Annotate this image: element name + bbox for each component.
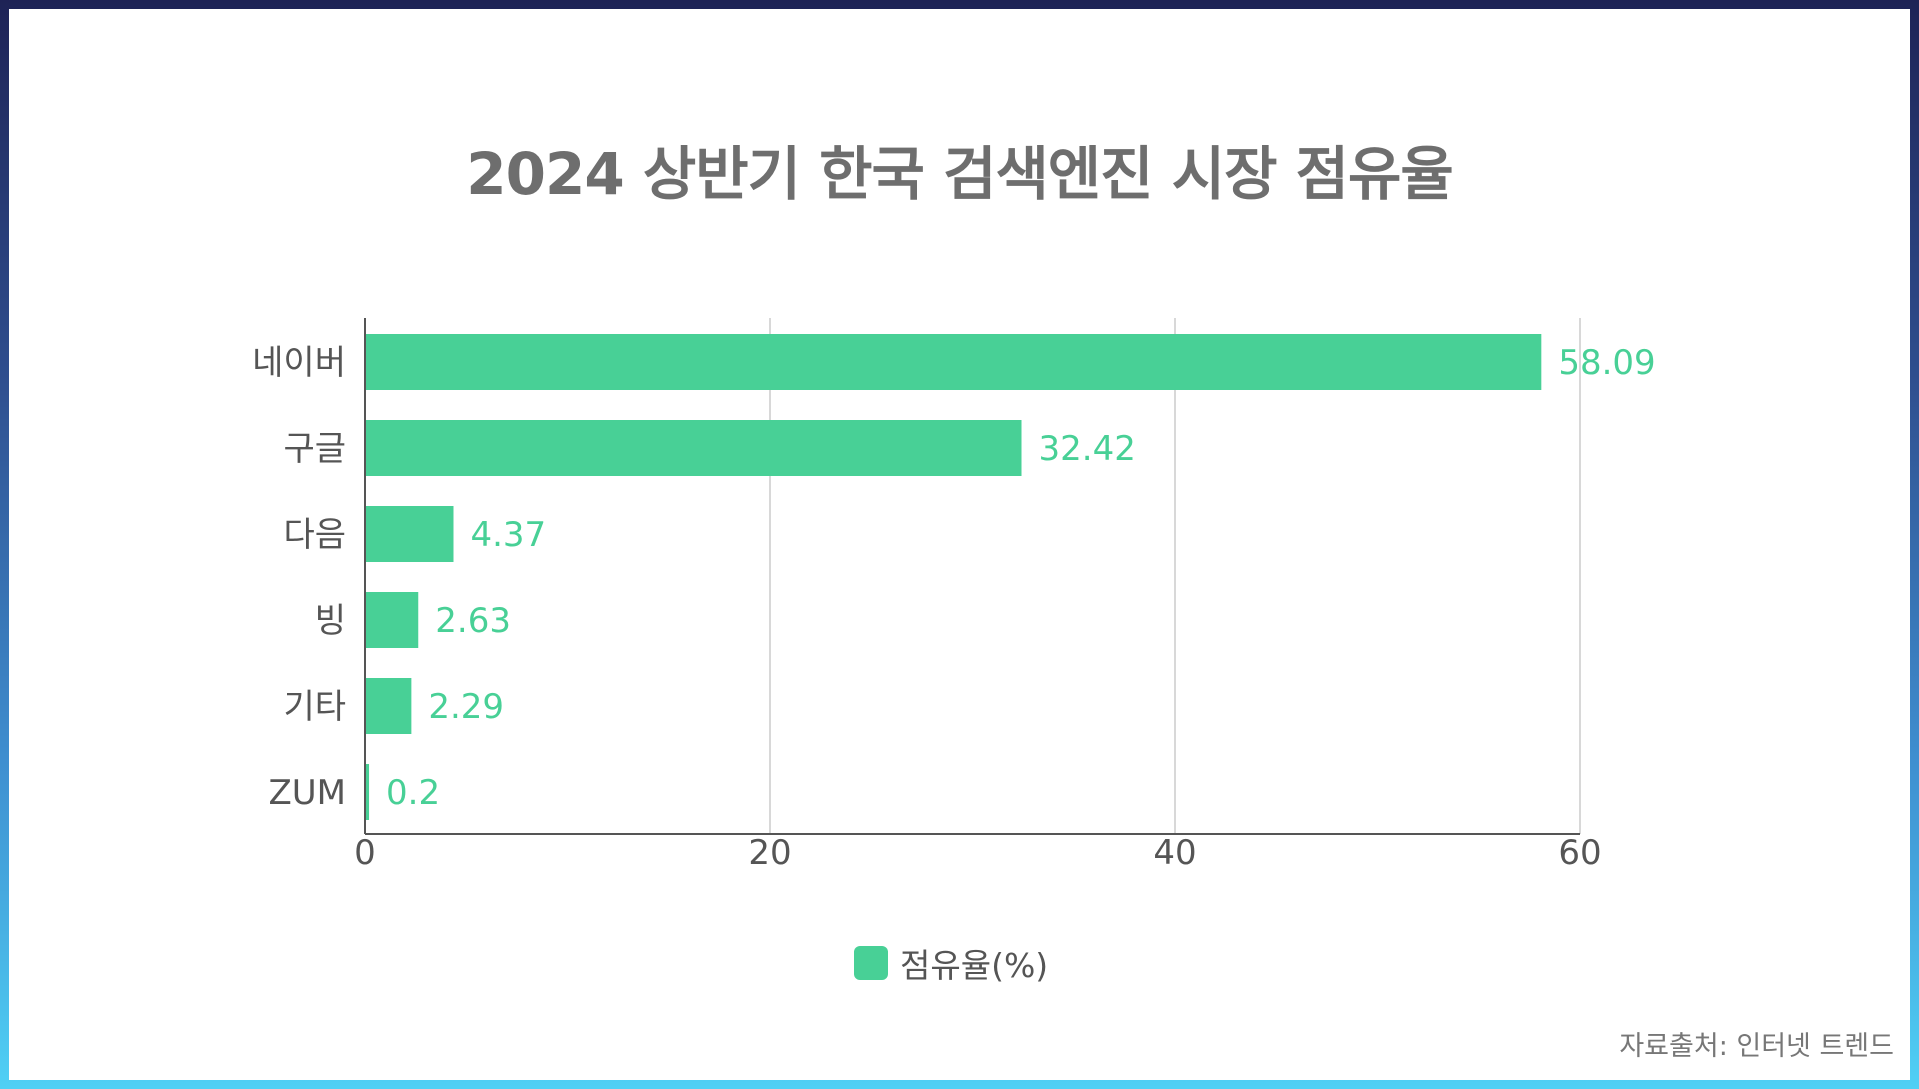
legend: 점유율(%): [854, 943, 1048, 985]
value-label-0: 58.09: [1558, 343, 1655, 383]
bar-5: [365, 764, 370, 820]
value-label-3: 2.63: [435, 601, 511, 641]
bar-3: [365, 592, 419, 648]
category-label-2: 다음: [283, 515, 346, 555]
bar-0: [365, 334, 1542, 390]
x-tick-label-3: 60: [1558, 833, 1601, 873]
chart-title: 2024 상반기 한국 검색엔진 시장 점유율: [466, 140, 1453, 208]
category-label-3: 빙: [315, 601, 346, 641]
category-label-5: ZUM: [268, 773, 346, 813]
value-label-4: 2.29: [428, 687, 504, 727]
source-note: 자료출처: 인터넷 트렌드: [1619, 1031, 1894, 1062]
bar-1: [365, 420, 1022, 476]
bar-2: [365, 506, 454, 562]
value-label-1: 32.42: [1039, 429, 1136, 469]
legend-swatch: [854, 946, 888, 980]
chart-card: [9, 9, 1910, 1080]
x-tick-label-1: 20: [748, 833, 791, 873]
bar-4: [365, 678, 412, 734]
x-tick-label-2: 40: [1153, 833, 1196, 873]
legend-label: 점유율(%): [900, 946, 1049, 985]
value-label-2: 4.37: [470, 515, 546, 555]
x-tick-label-0: 0: [354, 833, 376, 873]
category-label-0: 네이버: [252, 343, 346, 383]
category-label-4: 기타: [283, 687, 346, 727]
category-label-1: 구글: [283, 429, 346, 469]
value-label-5: 0.2: [386, 773, 440, 813]
